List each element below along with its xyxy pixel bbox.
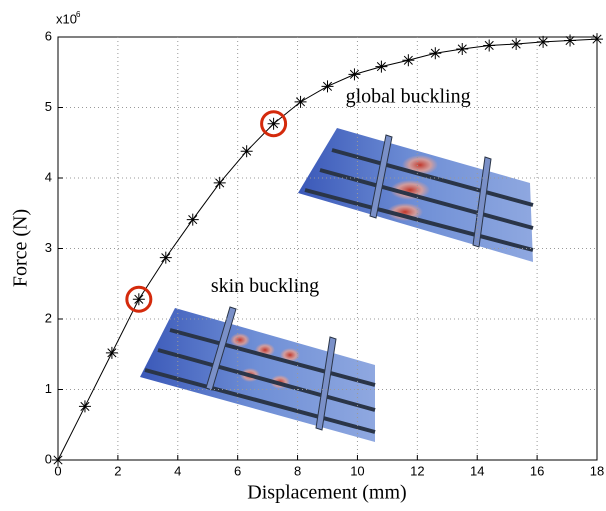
annotation: global buckling bbox=[346, 85, 471, 107]
y-tick-label: 5 bbox=[45, 99, 52, 114]
skin-buckling-inset bbox=[140, 306, 376, 442]
y-multiplier-exponent: 6 bbox=[76, 10, 81, 19]
data-marker bbox=[429, 47, 442, 60]
y-tick-label: 0 bbox=[45, 451, 52, 466]
data-marker bbox=[213, 176, 226, 189]
data-marker bbox=[510, 38, 523, 51]
x-axis-label: Displacement (mm) bbox=[247, 482, 406, 504]
data-marker bbox=[321, 80, 334, 93]
x-tick-label: 18 bbox=[590, 463, 604, 478]
y-tick-label: 6 bbox=[45, 28, 52, 43]
data-marker bbox=[240, 145, 253, 158]
x-tick-label: 10 bbox=[350, 463, 364, 478]
highlight-circle bbox=[260, 110, 288, 138]
data-marker bbox=[294, 95, 307, 108]
data-marker bbox=[375, 60, 388, 73]
x-tick-label: 2 bbox=[114, 463, 121, 478]
data-marker bbox=[267, 117, 280, 130]
data-marker bbox=[159, 251, 172, 264]
annotation: skin buckling bbox=[211, 275, 319, 297]
global-buckling-inset bbox=[298, 128, 534, 262]
y-axis-label: Force (N) bbox=[10, 209, 32, 287]
data-marker bbox=[591, 33, 603, 46]
data-marker bbox=[564, 34, 577, 47]
x-tick-label: 14 bbox=[470, 463, 484, 478]
x-tick-label: 12 bbox=[410, 463, 424, 478]
y-multiplier: x10 bbox=[56, 11, 77, 26]
data-marker bbox=[402, 54, 415, 67]
data-marker bbox=[186, 213, 199, 226]
highlight-circle bbox=[125, 285, 153, 313]
x-tick-label: 6 bbox=[234, 463, 241, 478]
data-marker bbox=[483, 39, 496, 52]
data-marker bbox=[537, 35, 550, 48]
data-marker bbox=[456, 42, 469, 55]
x-tick-label: 16 bbox=[530, 463, 544, 478]
y-tick-label: 2 bbox=[45, 310, 52, 325]
data-marker bbox=[52, 454, 64, 466]
data-marker bbox=[105, 346, 118, 359]
x-tick-label: 0 bbox=[54, 463, 61, 478]
x-tick-label: 8 bbox=[294, 463, 301, 478]
data-marker bbox=[78, 400, 91, 413]
y-tick-label: 1 bbox=[45, 381, 52, 396]
y-tick-label: 4 bbox=[45, 169, 52, 184]
x-tick-label: 4 bbox=[174, 463, 181, 478]
y-tick-label: 3 bbox=[45, 240, 52, 255]
data-marker bbox=[132, 293, 145, 306]
data-marker bbox=[348, 68, 361, 81]
